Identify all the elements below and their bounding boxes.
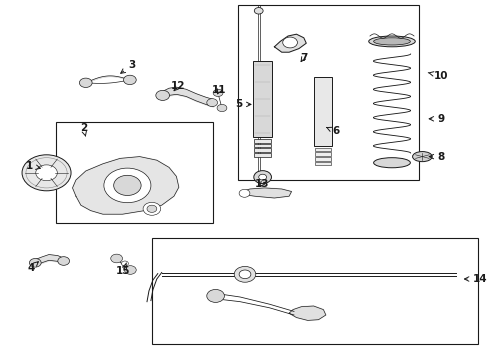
Text: 12: 12 (171, 81, 185, 91)
Text: 2: 2 (80, 123, 87, 136)
Bar (254, 153, 271, 157)
Text: 4: 4 (27, 262, 38, 273)
Circle shape (207, 99, 218, 107)
Text: 9: 9 (429, 114, 444, 124)
Circle shape (36, 165, 57, 181)
Circle shape (29, 258, 41, 267)
Bar (238, 5, 419, 180)
Ellipse shape (413, 152, 432, 162)
Circle shape (283, 37, 297, 48)
Bar (254, 139, 271, 143)
Bar (315, 148, 331, 151)
Circle shape (124, 266, 136, 274)
Circle shape (254, 171, 271, 184)
Ellipse shape (374, 38, 411, 45)
Bar (152, 238, 478, 344)
Circle shape (147, 205, 157, 212)
Circle shape (58, 257, 70, 265)
Ellipse shape (374, 158, 411, 168)
Bar (254, 148, 271, 152)
Circle shape (143, 202, 161, 215)
Polygon shape (274, 34, 306, 52)
Text: 1: 1 (26, 161, 40, 171)
Text: 7: 7 (300, 53, 308, 63)
Circle shape (234, 266, 256, 282)
Polygon shape (243, 188, 292, 198)
Circle shape (259, 174, 267, 180)
Circle shape (156, 90, 170, 100)
Text: 3: 3 (121, 60, 136, 73)
Circle shape (114, 175, 141, 195)
Polygon shape (289, 306, 326, 320)
Text: 5: 5 (236, 99, 251, 109)
Bar (254, 144, 271, 147)
Bar (315, 152, 331, 156)
Bar (315, 157, 331, 161)
Circle shape (122, 261, 128, 266)
Text: 14: 14 (465, 274, 488, 284)
Circle shape (217, 104, 227, 112)
Circle shape (111, 254, 122, 263)
Circle shape (254, 8, 263, 14)
Ellipse shape (369, 36, 415, 47)
Bar (253, 61, 272, 137)
Polygon shape (73, 157, 179, 214)
Bar (315, 162, 331, 165)
Bar (56, 122, 213, 223)
Circle shape (104, 168, 151, 203)
Circle shape (207, 289, 224, 302)
Text: 15: 15 (116, 263, 131, 276)
Circle shape (239, 189, 250, 197)
Text: 8: 8 (429, 152, 444, 162)
Circle shape (22, 155, 71, 191)
Circle shape (79, 78, 92, 87)
Text: 10: 10 (428, 71, 448, 81)
Circle shape (239, 270, 251, 279)
Bar (314, 77, 332, 146)
Circle shape (213, 89, 223, 96)
Text: 6: 6 (326, 126, 339, 136)
Text: 13: 13 (255, 179, 270, 189)
Text: 11: 11 (212, 85, 227, 95)
Circle shape (123, 75, 136, 85)
